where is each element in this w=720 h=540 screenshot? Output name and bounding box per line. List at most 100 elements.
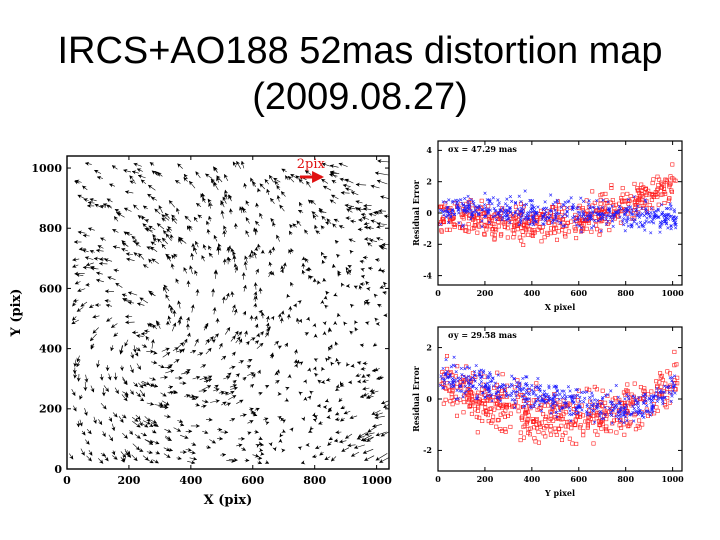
distortion-vector (84, 439, 90, 445)
distortion-vector (252, 181, 257, 188)
red-square-point (577, 203, 582, 208)
distortion-vector (112, 412, 118, 418)
distortion-vector (383, 403, 390, 409)
distortion-vector (379, 457, 390, 463)
distortion-vector (340, 190, 350, 195)
blue-cross-point (536, 205, 540, 209)
blue-cross-point (471, 199, 475, 204)
red-square-point (548, 413, 553, 418)
red-square-point (600, 388, 605, 393)
red-square-point (504, 405, 509, 410)
distortion-vector (312, 418, 318, 423)
distortion-vector (310, 199, 316, 205)
distortion-vector (129, 364, 134, 374)
red-square-point (548, 226, 553, 231)
distortion-vector (235, 336, 241, 344)
red-square-point (574, 441, 579, 446)
distortion-vector (121, 248, 129, 252)
distortion-vector (329, 199, 336, 204)
distortion-vector (106, 317, 113, 322)
red-square-point (536, 440, 541, 445)
blue-cross-point (625, 220, 629, 224)
blue-cross-point (633, 217, 637, 222)
blue-cross-point (519, 215, 523, 219)
red-square-point (500, 372, 505, 377)
distortion-vector (281, 419, 286, 424)
distortion-vector (141, 215, 146, 221)
distortion-vector (258, 436, 263, 440)
distortion-vector (241, 376, 247, 382)
distortion-vector (360, 366, 366, 371)
blue-cross-point (663, 220, 667, 224)
distortion-vector (366, 436, 374, 442)
red-square-point (618, 220, 623, 225)
blue-cross-point (493, 214, 497, 218)
blue-cross-point (548, 213, 553, 217)
red-square-point (515, 227, 520, 232)
blue-cross-point (548, 209, 552, 213)
blue-cross-point (606, 200, 610, 204)
red-square-point (610, 421, 615, 426)
red-square-point (545, 403, 550, 408)
blue-cross-point (457, 208, 461, 212)
distortion-vector (359, 343, 365, 348)
distortion-vector (208, 202, 213, 209)
red-square-point (567, 436, 572, 441)
blue-cross-point (549, 193, 553, 197)
distortion-vector (259, 183, 266, 190)
distortion-vector (360, 274, 366, 279)
red-square-point (441, 381, 446, 386)
distortion-vector (233, 263, 238, 270)
blue-cross-point (590, 391, 594, 395)
distortion-vector (161, 214, 170, 221)
distortion-vector (89, 304, 95, 309)
distortion-vector (356, 361, 362, 366)
distortion-vector (124, 392, 129, 398)
red-square-point (667, 371, 672, 376)
blue-cross-point (643, 198, 647, 202)
distortion-vector (181, 370, 190, 376)
blue-cross-point (463, 196, 467, 201)
distortion-vector (127, 291, 138, 296)
red-square-point (552, 230, 557, 235)
distortion-vector (142, 223, 149, 229)
distortion-vector (72, 263, 79, 268)
red-square-point (618, 418, 623, 423)
blue-cross-point (583, 396, 587, 400)
distortion-vector (167, 255, 172, 262)
distortion-vector (100, 452, 107, 457)
distortion-vector (186, 225, 191, 232)
distortion-vector (151, 421, 157, 427)
blue-cross-point (459, 198, 463, 202)
red-square-point (636, 188, 641, 193)
distortion-vector (308, 275, 313, 280)
blue-cross-point (542, 389, 547, 393)
blue-cross-point (481, 207, 485, 212)
red-square-point (563, 234, 568, 239)
distortion-vector (325, 290, 330, 296)
blue-cross-point (669, 227, 673, 231)
distortion-vector (129, 389, 134, 395)
red-square-point (580, 206, 585, 211)
blue-cross-point (505, 197, 509, 201)
distortion-vector (252, 412, 258, 417)
distortion-vector (107, 373, 112, 381)
distortion-vector (359, 394, 366, 399)
red-square-point (543, 416, 548, 421)
distortion-vector (143, 329, 150, 334)
distortion-vector (151, 360, 158, 365)
blue-cross-point (564, 394, 568, 399)
red-square-point (467, 403, 472, 408)
blue-cross-point (487, 211, 491, 215)
distortion-vector (242, 284, 247, 292)
red-square-point (451, 222, 456, 227)
blue-cross-point (618, 215, 622, 219)
distortion-vector (243, 330, 248, 337)
red-square-point (552, 222, 557, 227)
distortion-vector (208, 245, 212, 251)
distortion-vector (321, 259, 326, 265)
red-square-point (554, 237, 559, 242)
distortion-vector (194, 338, 199, 347)
red-square-point (636, 203, 641, 208)
distortion-vector (276, 185, 281, 191)
